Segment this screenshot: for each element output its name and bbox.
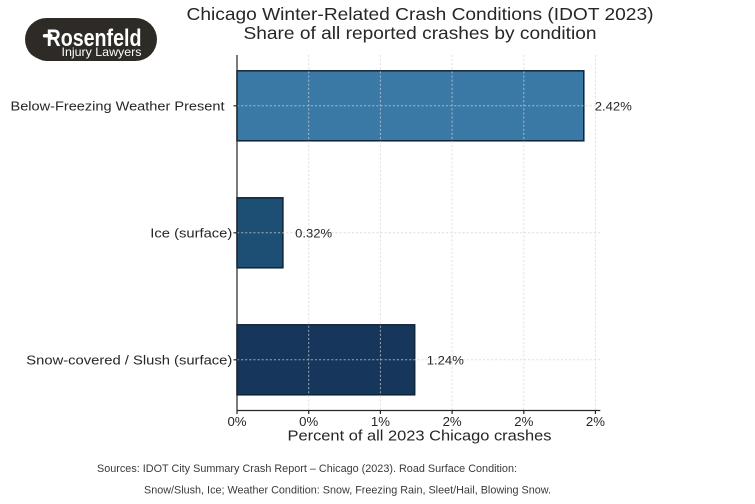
svg-text:Snow/Slush, Ice; Weather Condi: Snow/Slush, Ice; Weather Condition: Snow… xyxy=(144,485,551,497)
svg-text:Ice (surface): Ice (surface) xyxy=(150,226,232,241)
svg-text:Injury Lawyers: Injury Lawyers xyxy=(62,45,142,59)
svg-text:Sources: IDOT City Summary Cra: Sources: IDOT City Summary Crash Report … xyxy=(97,463,517,475)
svg-text:2.42%: 2.42% xyxy=(595,99,632,113)
svg-text:1.24%: 1.24% xyxy=(427,353,464,367)
svg-text:0%: 0% xyxy=(299,414,318,429)
svg-text:Below-Freezing Weather Present: Below-Freezing Weather Present xyxy=(11,99,225,114)
svg-text:0.32%: 0.32% xyxy=(295,226,332,240)
svg-text:Share of all reported crashes: Share of all reported crashes by conditi… xyxy=(244,23,597,43)
svg-text:2%: 2% xyxy=(443,414,462,429)
svg-text:Percent of all 2023 Chicago cr: Percent of all 2023 Chicago crashes xyxy=(288,428,552,444)
svg-text:1%: 1% xyxy=(371,414,390,429)
svg-text:2%: 2% xyxy=(586,414,605,429)
svg-text:0%: 0% xyxy=(227,414,246,429)
svg-text:Rosenfeld: Rosenfeld xyxy=(47,25,142,52)
svg-text:Snow-covered / Slush (surface): Snow-covered / Slush (surface) xyxy=(26,353,232,368)
svg-text:Chicago Winter-Related Crash C: Chicago Winter-Related Crash Conditions … xyxy=(187,4,654,24)
svg-text:2%: 2% xyxy=(514,414,533,429)
